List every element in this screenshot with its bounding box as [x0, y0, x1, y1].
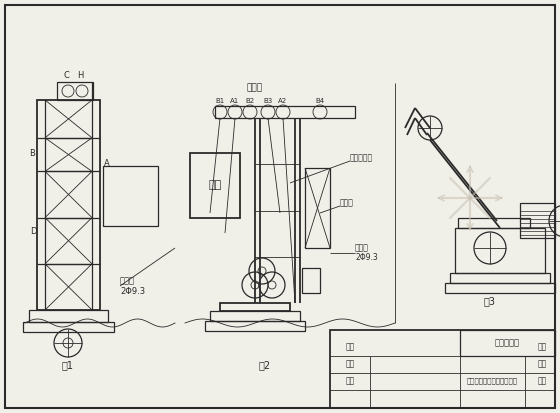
Bar	[302, 268, 320, 293]
Text: 图1: 图1	[62, 360, 74, 370]
Bar	[458, 218, 530, 228]
Text: 2Φ9.3: 2Φ9.3	[355, 254, 378, 263]
Text: B: B	[29, 150, 35, 159]
Text: C: C	[63, 71, 69, 79]
Text: 缆风绳: 缆风绳	[120, 276, 135, 285]
Text: A2: A2	[278, 98, 288, 104]
Text: A1: A1	[230, 98, 240, 104]
Bar	[455, 228, 545, 273]
Text: 可制: 可制	[538, 377, 547, 385]
Text: 审核: 审核	[346, 377, 354, 385]
Text: 吊栏: 吊栏	[208, 180, 222, 190]
Bar	[450, 273, 550, 283]
Bar	[190, 153, 240, 218]
Bar	[205, 321, 305, 331]
Bar	[29, 310, 108, 322]
Text: D: D	[30, 228, 36, 237]
Bar	[520, 203, 555, 238]
Bar	[330, 330, 555, 408]
Bar	[305, 168, 330, 248]
Text: 设计: 设计	[346, 342, 354, 351]
Text: 编号: 编号	[538, 342, 547, 351]
Text: H: H	[77, 71, 83, 79]
Bar	[460, 330, 555, 356]
Bar	[220, 303, 290, 311]
Text: 提升钢丝绳: 提升钢丝绳	[350, 154, 373, 162]
Text: B3: B3	[263, 98, 273, 104]
Bar	[445, 283, 555, 293]
Text: 制图: 制图	[346, 359, 354, 368]
Text: 图2: 图2	[259, 360, 271, 370]
Text: 图3: 图3	[484, 296, 496, 306]
Text: A: A	[104, 159, 110, 168]
Text: 观光塔工程: 观光塔工程	[494, 339, 520, 347]
Text: 顶滑轮: 顶滑轮	[247, 83, 263, 93]
Bar	[215, 106, 355, 118]
Bar	[23, 322, 114, 332]
Text: 对重架: 对重架	[340, 199, 354, 207]
Bar	[37, 100, 100, 310]
Text: B4: B4	[315, 98, 325, 104]
Text: 物料提升机安装施工示意图: 物料提升机安装施工示意图	[466, 378, 517, 385]
Bar	[57, 82, 93, 100]
Text: 缆风绳: 缆风绳	[355, 244, 369, 252]
Bar	[103, 166, 158, 226]
Text: 2Φ9.3: 2Φ9.3	[120, 287, 145, 295]
Text: B2: B2	[245, 98, 255, 104]
Bar	[210, 311, 300, 321]
Text: B1: B1	[216, 98, 225, 104]
Text: 图号: 图号	[538, 359, 547, 368]
